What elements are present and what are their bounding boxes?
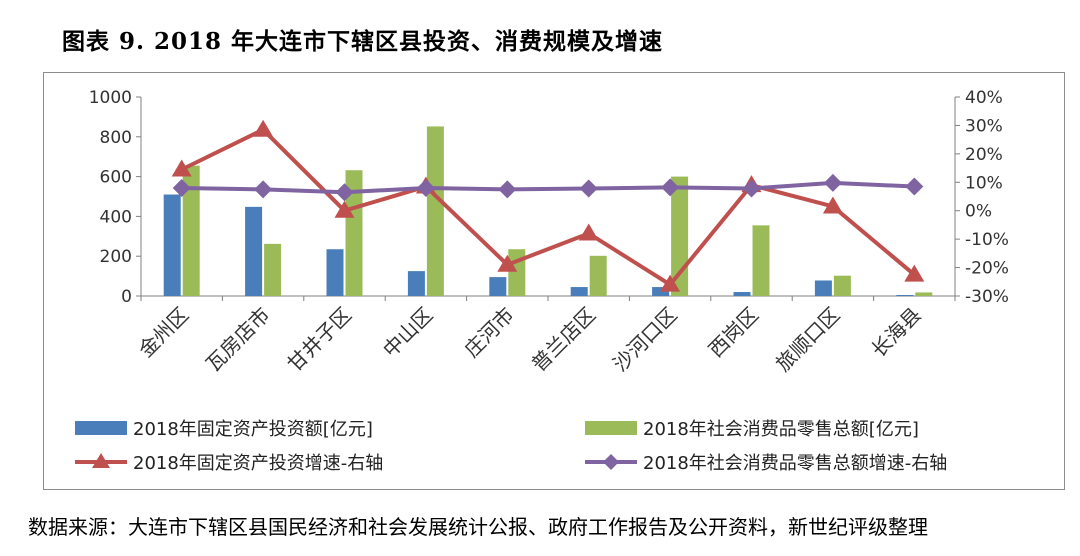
retail-growth-marker [742, 179, 761, 198]
right-tick-label: 30% [965, 116, 1003, 136]
category-label: 瓦房店市 [201, 303, 275, 377]
bar-investment [326, 249, 344, 296]
chart-frame [43, 72, 1065, 490]
investment-growth-line [180, 127, 916, 287]
retail-growth-marker [498, 180, 517, 199]
legend-label: 2018年社会消费品零售总额[亿元] [643, 419, 919, 440]
bar-retail-sales [833, 275, 851, 296]
retail-growth-marker [416, 178, 435, 197]
legend-swatch [75, 421, 127, 435]
data-source-note: 数据来源：大连市下辖区县国民经济和社会发展统计公报、政府工作报告及公开资料，新世… [28, 515, 928, 539]
bar-investment [407, 271, 425, 296]
legend-label: 2018年固定资产投资增速-右轴 [133, 453, 383, 474]
bar-investment [814, 280, 832, 296]
category-label: 沙河口区 [608, 303, 682, 377]
right-tick-label: -10% [965, 230, 1009, 250]
legend-label: 2018年社会消费品零售总额增速-右轴 [643, 453, 947, 474]
category-label: 中山区 [378, 303, 437, 362]
retail-growth-marker [661, 178, 680, 197]
retail-growth-marker [335, 183, 354, 202]
bar-retail-sales [915, 292, 933, 296]
right-tick-label: 20% [965, 145, 1003, 165]
category-label: 金州区 [134, 303, 193, 362]
right-tick-label: 0% [965, 202, 992, 222]
retail-growth-marker [254, 180, 273, 199]
right-tick-label: -20% [965, 259, 1009, 279]
bar-retail-sales [345, 170, 363, 296]
bar-investment [733, 292, 751, 296]
bar-retail-sales [589, 255, 607, 296]
retail-growth-marker [905, 177, 924, 196]
bar-investment [245, 206, 263, 296]
left-tick-label: 600 [100, 168, 132, 188]
bar-retail-sales [752, 225, 770, 296]
right-tick-label: 40% [965, 88, 1003, 108]
investment-growth-marker [660, 274, 681, 292]
investment-growth-marker [253, 119, 274, 137]
legend-marker [603, 454, 619, 470]
category-label: 甘井子区 [282, 303, 356, 377]
category-label: 庄河市 [459, 303, 518, 362]
retail-growth-line [181, 180, 915, 195]
investment-growth-marker [904, 264, 925, 282]
chart-title: 图表 9. 2018 年大连市下辖区县投资、消费规模及增速 [62, 28, 664, 55]
legend-label: 2018年固定资产投资额[亿元] [133, 419, 373, 440]
investment-growth-marker [822, 196, 843, 214]
left-tick-label: 800 [100, 128, 132, 148]
bar-retail-sales [182, 165, 200, 296]
right-tick-label: 10% [965, 173, 1003, 193]
category-label: 旅顺口区 [771, 303, 845, 377]
bar-investment [896, 295, 914, 296]
right-tick-label: -30% [965, 287, 1009, 307]
investment-growth-marker [171, 159, 192, 177]
left-tick-label: 1000 [89, 88, 132, 108]
retail-growth-marker [823, 173, 842, 192]
retail-growth-marker [172, 178, 191, 197]
bar-retail-sales [426, 126, 444, 297]
category-label: 长海县 [866, 303, 925, 362]
bar-investment [570, 287, 588, 296]
investment-growth-marker [497, 254, 518, 272]
investment-growth-marker [334, 200, 355, 218]
retail-growth-marker [579, 179, 598, 198]
legend-marker [92, 453, 110, 468]
left-tick-label: 200 [100, 247, 132, 267]
bar-retail-sales [264, 243, 282, 296]
category-label: 普兰店区 [527, 303, 601, 377]
left-tick-label: 400 [100, 207, 132, 227]
legend-swatch [585, 421, 637, 435]
bar-investment [489, 277, 507, 296]
bar-retail-sales [508, 249, 526, 296]
investment-growth-marker [578, 223, 599, 241]
bar-investment [163, 194, 181, 296]
left-tick-label: 0 [121, 287, 132, 307]
category-label: 西岗区 [704, 303, 763, 362]
